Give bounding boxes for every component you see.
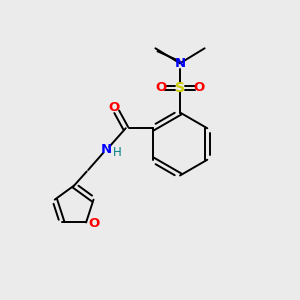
- Text: H: H: [113, 146, 122, 159]
- Text: N: N: [174, 57, 186, 70]
- Text: N: N: [101, 143, 112, 156]
- Text: S: S: [175, 81, 185, 95]
- Text: O: O: [194, 81, 205, 94]
- Text: O: O: [155, 81, 166, 94]
- Text: O: O: [109, 101, 120, 114]
- Text: O: O: [88, 218, 100, 230]
